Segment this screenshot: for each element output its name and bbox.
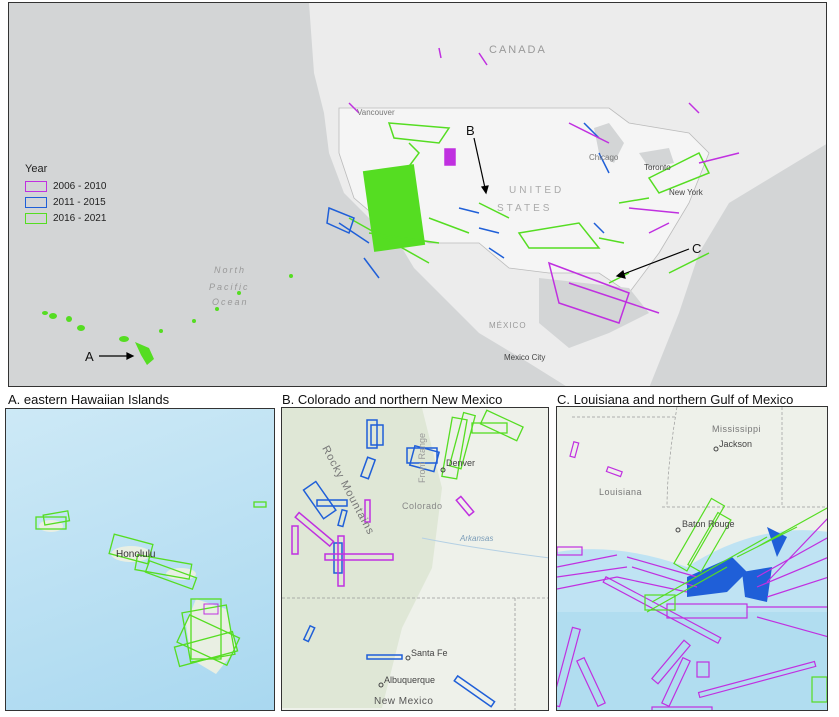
label-canada: CANADA (489, 44, 547, 56)
panel-a-map[interactable]: Honolulu (5, 408, 275, 711)
label-ocean-3: Ocean (212, 297, 249, 307)
label-colorado: Colorado (402, 501, 443, 511)
footprints-blue-fill (687, 527, 787, 602)
caption-panel-a: A. eastern Hawaiian Islands (8, 392, 170, 407)
legend-swatch (25, 196, 47, 208)
label-vancouver: Vancouver (357, 108, 395, 117)
panel-a-canvas: Honolulu (35, 501, 267, 674)
footprints-green (441, 409, 524, 480)
legend-item-2006-2010: 2006 - 2010 (25, 178, 106, 194)
label-denver: Denver (446, 458, 475, 468)
footprints-blue (302, 419, 496, 708)
label-new-york: New York (669, 188, 704, 197)
hawaii-islands (42, 274, 293, 365)
legend-label: 2006 - 2010 (53, 180, 107, 192)
caption-panel-b: B. Colorado and northern New Mexico (282, 392, 503, 407)
footprints-magenta (557, 440, 827, 710)
label-united: UNITED (509, 185, 564, 196)
callout-b: B (466, 123, 475, 138)
label-ocean-2: Pacific (209, 282, 250, 292)
legend-item-2016-2021: 2016 - 2021 (25, 210, 106, 226)
label-toronto: Toronto (644, 163, 671, 172)
islands (39, 520, 236, 674)
label-mexico-city: Mexico City (504, 353, 545, 362)
label-front-range: Front Range (417, 433, 427, 483)
legend-swatch (25, 212, 47, 224)
footprints-magenta (348, 47, 740, 324)
footprints-magenta (291, 495, 475, 587)
panel-c-map[interactable]: Mississippi Jackson Louisiana Baton Roug… (556, 406, 828, 711)
callout-c: C (692, 241, 701, 256)
atlantic (649, 144, 826, 386)
label-new-mexico: New Mexico (374, 696, 433, 707)
great-lakes (594, 123, 674, 168)
legend-item-2011-2015: 2011 - 2015 (25, 194, 106, 210)
callouts (99, 137, 690, 360)
callout-a: A (85, 349, 94, 364)
label-ocean-1: North (214, 265, 246, 275)
panel-b-map[interactable]: Rocky Mountains Front Range Denver Color… (281, 407, 549, 711)
label-mississippi: Mississippi (712, 424, 761, 434)
legend: Year 2006 - 2010 2011 - 2015 2016 - 2021 (25, 163, 106, 226)
main-map[interactable]: CANADA Vancouver UNITED STATES Chicago T… (8, 2, 827, 387)
footprints-blue (326, 122, 610, 279)
legend-title: Year (25, 163, 48, 175)
legend-label: 2016 - 2021 (53, 212, 107, 224)
label-albuquerque: Albuquerque (384, 675, 435, 685)
label-chicago: Chicago (589, 153, 619, 162)
label-states: STATES (497, 203, 552, 214)
legend-label: 2011 - 2015 (53, 196, 106, 208)
footprints-green (348, 122, 711, 284)
label-louisiana: Louisiana (599, 487, 642, 497)
gulf-of-mexico (539, 278, 649, 348)
label-arkansas: Arkansas (459, 534, 493, 543)
label-honolulu: Honolulu (116, 549, 155, 560)
footprints-green (644, 497, 827, 703)
label-jackson: Jackson (719, 439, 752, 449)
panel-c-canvas: Mississippi Jackson Louisiana Baton Roug… (557, 407, 827, 710)
legend-swatch (25, 180, 47, 192)
label-mexico: MÉXICO (489, 321, 527, 330)
label-baton-rouge: Baton Rouge (682, 519, 735, 529)
panel-b-canvas: Rocky Mountains Front Range Denver Color… (282, 408, 548, 710)
label-santa-fe: Santa Fe (411, 648, 448, 658)
caption-panel-c: C. Louisiana and northern Gulf of Mexico (557, 392, 794, 407)
main-map-canvas: CANADA Vancouver UNITED STATES Chicago T… (42, 3, 826, 386)
